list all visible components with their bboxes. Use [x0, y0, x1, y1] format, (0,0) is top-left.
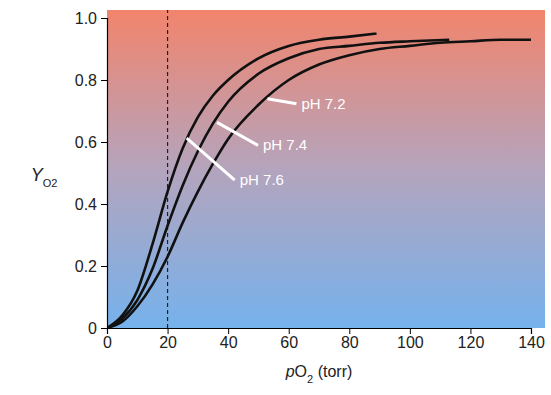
x-tick-mark [349, 328, 350, 334]
chart: pH 7.6 pH 7.4 pH 7.2 0 20 40 60 80 100 120 140 0 0.2… [0, 0, 551, 395]
y-axis-title: YO2 [31, 165, 58, 189]
x-tick: 80 [341, 328, 359, 351]
x-tick-mark [531, 328, 532, 334]
x-tick: 20 [159, 328, 177, 351]
y-tick: 0 [88, 320, 107, 337]
x-tick: 0 [103, 328, 112, 351]
x-tick: 40 [220, 328, 238, 351]
y-tick: 0.6 [75, 134, 107, 151]
x-tick-label: 100 [397, 334, 424, 351]
x-tick-mark [470, 328, 471, 334]
y-tick: 0.4 [75, 196, 107, 213]
y-tick: 1.0 [75, 10, 107, 27]
y-tick-label: 0 [88, 320, 97, 337]
x-tick-mark [168, 328, 169, 334]
x-tick: 120 [458, 328, 485, 351]
y-tick: 0.8 [75, 72, 107, 89]
label-pointer [217, 122, 258, 145]
x-tick-mark [289, 328, 290, 334]
y-tick-mark [101, 328, 107, 329]
y-tick-mark [101, 18, 107, 19]
curve [107, 40, 449, 328]
y-tick-mark [101, 204, 107, 205]
plot-background [107, 10, 545, 328]
plot-area [107, 34, 531, 329]
x-tick: 100 [397, 328, 424, 351]
x-tick-label: 140 [518, 334, 545, 351]
curve [107, 40, 531, 328]
y-axis: 0 0.2 0.4 0.6 0.8 1.0 [75, 10, 108, 337]
y-tick-label: 1.0 [75, 10, 97, 27]
y-tick: 0.2 [75, 258, 107, 275]
x-axis-line [108, 329, 532, 335]
y-tick-label: 0.4 [75, 196, 97, 213]
x-tick-label: 80 [341, 334, 359, 351]
x-tick: 60 [280, 328, 298, 351]
y-tick-mark [101, 80, 107, 81]
y-tick-mark [101, 142, 107, 143]
x-tick-label: 20 [159, 334, 177, 351]
series-label: pH 7.2 [301, 95, 345, 112]
series-label: pH 7.6 [240, 171, 284, 188]
y-axis-line [101, 19, 108, 329]
x-tick-label: 60 [280, 334, 298, 351]
curve [107, 34, 377, 329]
y-tick-label: 0.2 [75, 258, 97, 275]
y-tick-label: 0.8 [75, 72, 97, 89]
x-tick-label: 0 [103, 334, 112, 351]
x-tick-mark [410, 328, 411, 334]
x-tick-label: 40 [220, 334, 238, 351]
reference-line [167, 10, 168, 328]
label-pointer [187, 138, 235, 180]
x-tick-label: 120 [458, 334, 485, 351]
y-tick-mark [101, 266, 107, 267]
label-pointer [267, 99, 296, 104]
x-tick-mark [228, 328, 229, 334]
x-axis: 0 20 40 60 80 100 120 140 [103, 328, 545, 351]
x-tick: 140 [518, 328, 545, 351]
y-tick-label: 0.6 [75, 134, 97, 151]
x-axis-title: pO2 (torr) [285, 363, 353, 385]
series-label: pH 7.4 [263, 136, 307, 153]
